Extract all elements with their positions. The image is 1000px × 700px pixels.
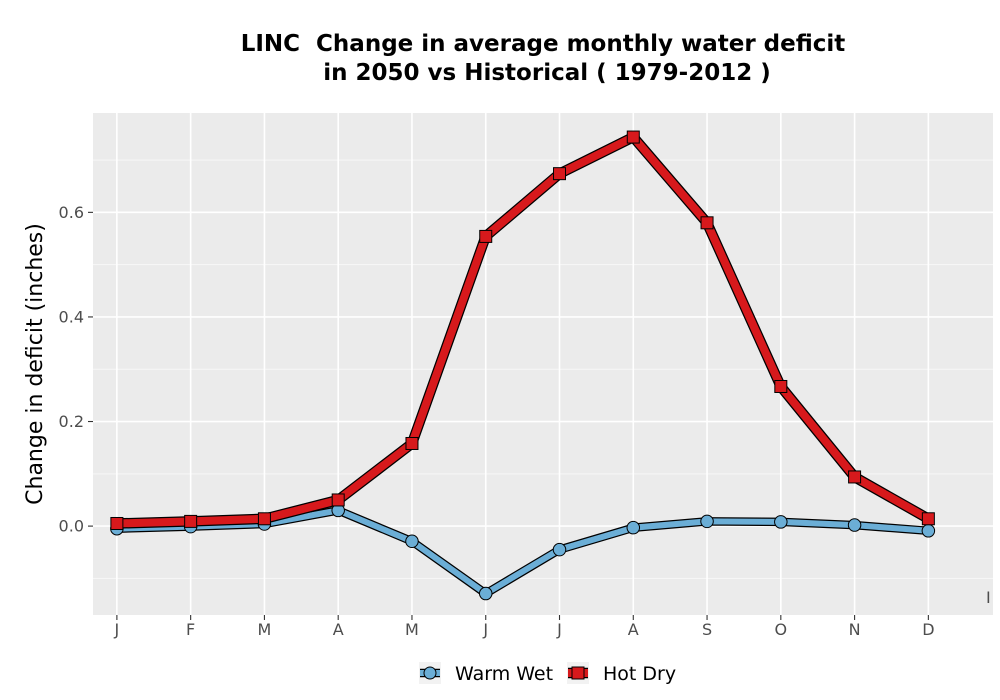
hot-dry-point — [553, 167, 567, 181]
legend-label: Warm Wet — [455, 663, 553, 685]
tick-labels: 0.0 0.2 0.4 0.6 J F M A M J J A S O N D — [59, 203, 935, 639]
warm-wet-point — [700, 514, 714, 529]
warm-wet-point — [847, 518, 862, 532]
warm-wet-point — [478, 586, 493, 601]
hot-dry-point — [848, 470, 862, 484]
hot-dry-point — [110, 516, 124, 530]
hot-dry-point — [626, 130, 640, 144]
grid-minor — [93, 159, 993, 579]
x-tick-label: J — [114, 620, 120, 639]
x-tick-label: M — [258, 620, 272, 639]
warm-wet-point — [774, 515, 788, 529]
y-tick-label: 0.2 — [59, 412, 84, 431]
y-axis-title: Change in deficit (inches) — [23, 223, 48, 505]
x-tick-label: J — [556, 620, 562, 639]
x-tick-label: A — [628, 620, 639, 639]
legend-hot-dry: Hot Dry — [567, 662, 676, 685]
hot-dry-point — [331, 493, 345, 507]
plot-panel — [93, 113, 993, 615]
hot-dry-point — [257, 512, 271, 526]
series-hot-dry-line — [112, 133, 933, 528]
stray-label: I — [986, 588, 991, 607]
warm-wet-point — [626, 520, 641, 535]
x-tick-label: A — [333, 620, 344, 639]
x-tick-label: M — [405, 620, 419, 639]
legend-key-marker — [571, 666, 585, 680]
y-tick-label: 0.0 — [59, 517, 84, 536]
x-tick-label: O — [775, 620, 788, 639]
axis-ticks — [88, 211, 929, 620]
legend-label: Hot Dry — [603, 663, 676, 685]
x-tick-label: S — [702, 620, 712, 639]
warm-wet-point — [921, 524, 936, 538]
x-tick-label: J — [482, 620, 488, 639]
chart-title: LINC Change in average monthly water def… — [240, 31, 846, 86]
x-tick-label: D — [922, 620, 934, 639]
hot-dry-point — [774, 379, 788, 393]
warm-wet-point — [552, 542, 567, 557]
y-tick-label: 0.6 — [59, 203, 84, 222]
hot-dry-point — [479, 229, 493, 243]
hot-dry-point — [700, 216, 714, 230]
x-tick-label: F — [186, 620, 195, 639]
legend-warm-wet: Warm Wet — [419, 662, 553, 685]
hot-dry-point — [184, 514, 198, 528]
x-tick-label: N — [849, 620, 861, 639]
legend: Warm Wet Hot Dry — [419, 662, 676, 685]
series-layer — [110, 130, 936, 601]
hot-dry-point — [405, 436, 419, 450]
warm-wet-point — [405, 534, 419, 549]
hot-dry-point — [921, 512, 935, 526]
y-tick-label: 0.4 — [59, 307, 84, 326]
legend-key-marker — [423, 666, 437, 680]
